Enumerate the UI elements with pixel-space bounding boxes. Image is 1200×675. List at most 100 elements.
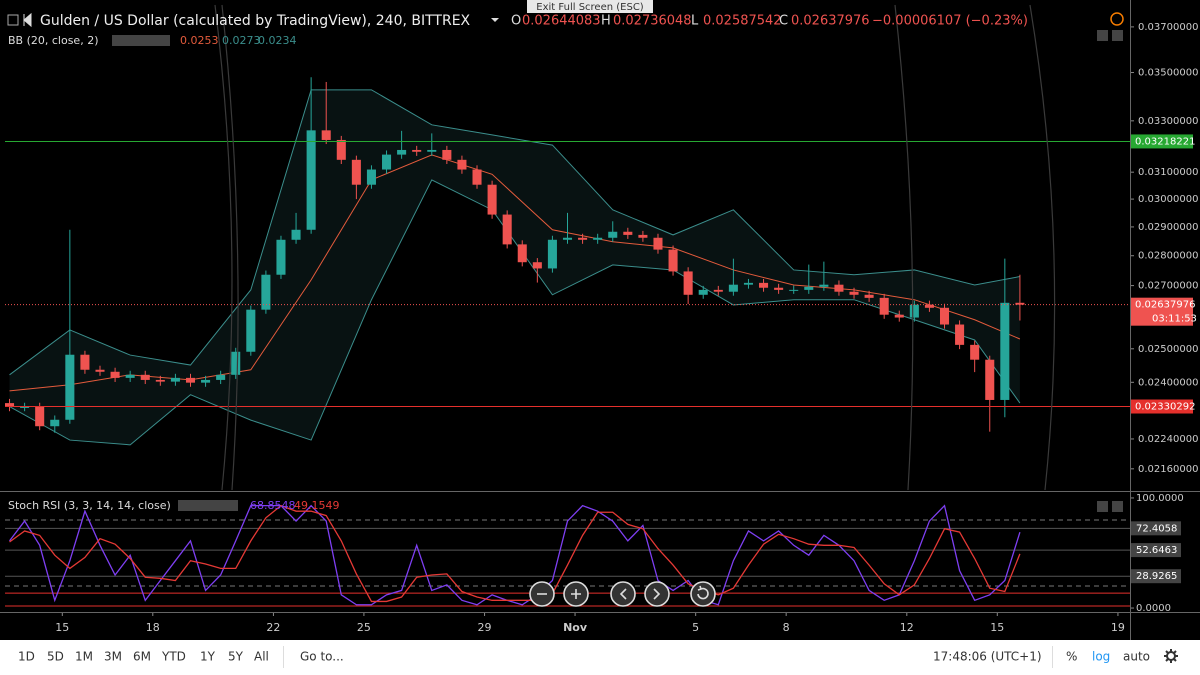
price-tick-label: 0.03300000 xyxy=(1138,116,1198,127)
footer: 1D 5D 1M 3M 6M YTD 1Y 5Y All% log auto xyxy=(18,650,1150,664)
nav-buttons xyxy=(529,581,716,607)
range-button[interactable]: 1D xyxy=(18,650,35,664)
dropdown-icon[interactable] xyxy=(491,18,499,22)
candle-body xyxy=(864,294,874,298)
collapse-icon[interactable] xyxy=(7,14,19,26)
candle-body xyxy=(412,149,422,152)
candle-body xyxy=(155,379,165,382)
price-tick-label: 0.03700000 xyxy=(1138,22,1198,33)
candle-body xyxy=(894,314,904,318)
candle-body xyxy=(502,214,512,245)
clock: 17:48:06 (UTC+1) xyxy=(933,650,1042,664)
candle-body xyxy=(578,237,588,240)
level-label-box xyxy=(1131,399,1193,414)
stoch-line xyxy=(9,504,1021,603)
pane-button[interactable] xyxy=(1097,30,1108,41)
range-button[interactable]: 5D xyxy=(47,650,64,664)
tick-label-box xyxy=(1131,543,1181,558)
time-tick-label: 8 xyxy=(783,621,790,634)
candle-body xyxy=(804,286,814,290)
candle-body xyxy=(698,289,708,295)
indicator-label[interactable]: BB (20, close, 2) xyxy=(8,34,99,47)
scroll-left-button[interactable] xyxy=(610,581,636,607)
range-button[interactable]: 6M xyxy=(133,650,151,664)
scroll-right-button[interactable] xyxy=(644,581,670,607)
stoch-value: 49.1549 xyxy=(294,499,340,512)
time-tick-label: 25 xyxy=(357,621,371,634)
candle-body xyxy=(532,262,542,269)
candle-body xyxy=(291,229,301,240)
indicator-controls[interactable] xyxy=(178,500,238,511)
arc xyxy=(894,4,914,491)
candle-body xyxy=(547,239,557,269)
scale-mode[interactable]: % xyxy=(1066,650,1077,664)
arc xyxy=(214,4,233,491)
symbol-icon xyxy=(23,12,32,28)
candle-body xyxy=(472,169,482,185)
scale-mode[interactable]: log xyxy=(1092,650,1110,664)
candle-body xyxy=(261,274,271,310)
bb-fill xyxy=(9,89,1020,445)
price-tick-label: 0.02240000 xyxy=(1138,434,1198,445)
last-price-label: 0.02637976 xyxy=(1135,300,1195,311)
stoch-value: 68.8548 xyxy=(250,499,296,512)
candle-body xyxy=(5,403,15,407)
pane-button[interactable] xyxy=(1112,30,1123,41)
arc xyxy=(221,4,239,491)
candle-body xyxy=(909,304,919,318)
y-tick-label: 72.4058 xyxy=(1136,523,1177,534)
range-button[interactable]: YTD xyxy=(161,650,186,664)
y-tick-label: 28.9265 xyxy=(1136,571,1177,582)
chart-title[interactable]: Gulden / US Dollar (calculated by Tradin… xyxy=(40,13,471,29)
scale-mode[interactable]: auto xyxy=(1123,650,1150,664)
time-tick-label: 19 xyxy=(1111,621,1125,634)
plot-area: 0.03700000 0.03500000 0.03300000 0.03100000… xyxy=(5,22,1198,634)
y-tick-label: 52.6463 xyxy=(1136,545,1177,556)
candle-body xyxy=(849,291,859,295)
candle-body xyxy=(653,237,663,250)
indicator-label[interactable]: Stoch RSI (3, 3, 14, 14, close) xyxy=(8,499,171,512)
candle-body xyxy=(427,149,437,152)
y-tick-label: 100.0000 xyxy=(1136,493,1184,504)
ohlc-letter: H xyxy=(601,14,611,29)
candle-body xyxy=(593,237,603,240)
indicator-controls[interactable] xyxy=(112,35,170,46)
candle-body xyxy=(140,374,150,380)
pane-button[interactable] xyxy=(1097,501,1108,512)
pane-button[interactable] xyxy=(1112,501,1123,512)
range-button[interactable]: 1M xyxy=(75,650,93,664)
footer-bar xyxy=(0,640,1200,675)
ohlc-letter: O xyxy=(511,14,521,29)
candle-body xyxy=(321,130,331,140)
ohlc-letter: C xyxy=(779,14,788,29)
candle-body xyxy=(185,377,196,383)
candle-body xyxy=(924,304,934,308)
icon xyxy=(571,589,581,599)
candle-body xyxy=(487,184,497,215)
reset-button[interactable] xyxy=(690,581,716,607)
candle-body xyxy=(80,354,90,370)
candle-body xyxy=(517,244,527,263)
bb-value: 0.0273 xyxy=(222,34,261,47)
settings-icon[interactable] xyxy=(1164,649,1178,663)
time-tick-label: 5 xyxy=(692,621,699,634)
time-tick-label: 12 xyxy=(900,621,914,634)
candle-body xyxy=(728,284,738,292)
time-tick-label: Nov xyxy=(563,621,588,634)
gear-teeth xyxy=(1164,649,1178,663)
candle-body xyxy=(638,234,648,238)
icon xyxy=(619,588,627,600)
goto-button[interactable]: Go to... xyxy=(300,650,344,664)
level-label: 0.02330292 xyxy=(1135,402,1195,413)
alert-icon[interactable] xyxy=(1110,12,1124,26)
range-button[interactable]: All xyxy=(254,650,269,664)
time-tick-label: 15 xyxy=(990,621,1004,634)
candle-body xyxy=(789,289,799,291)
price-tick-label: 0.02500000 xyxy=(1138,344,1198,355)
ohlc-value: 0.02644083 xyxy=(522,14,601,29)
range-button[interactable]: 5Y xyxy=(228,650,244,664)
range-button[interactable]: 3M xyxy=(104,650,122,664)
candle-body xyxy=(608,231,618,238)
range-button[interactable]: 1Y xyxy=(200,650,216,664)
candle-body xyxy=(774,287,784,290)
